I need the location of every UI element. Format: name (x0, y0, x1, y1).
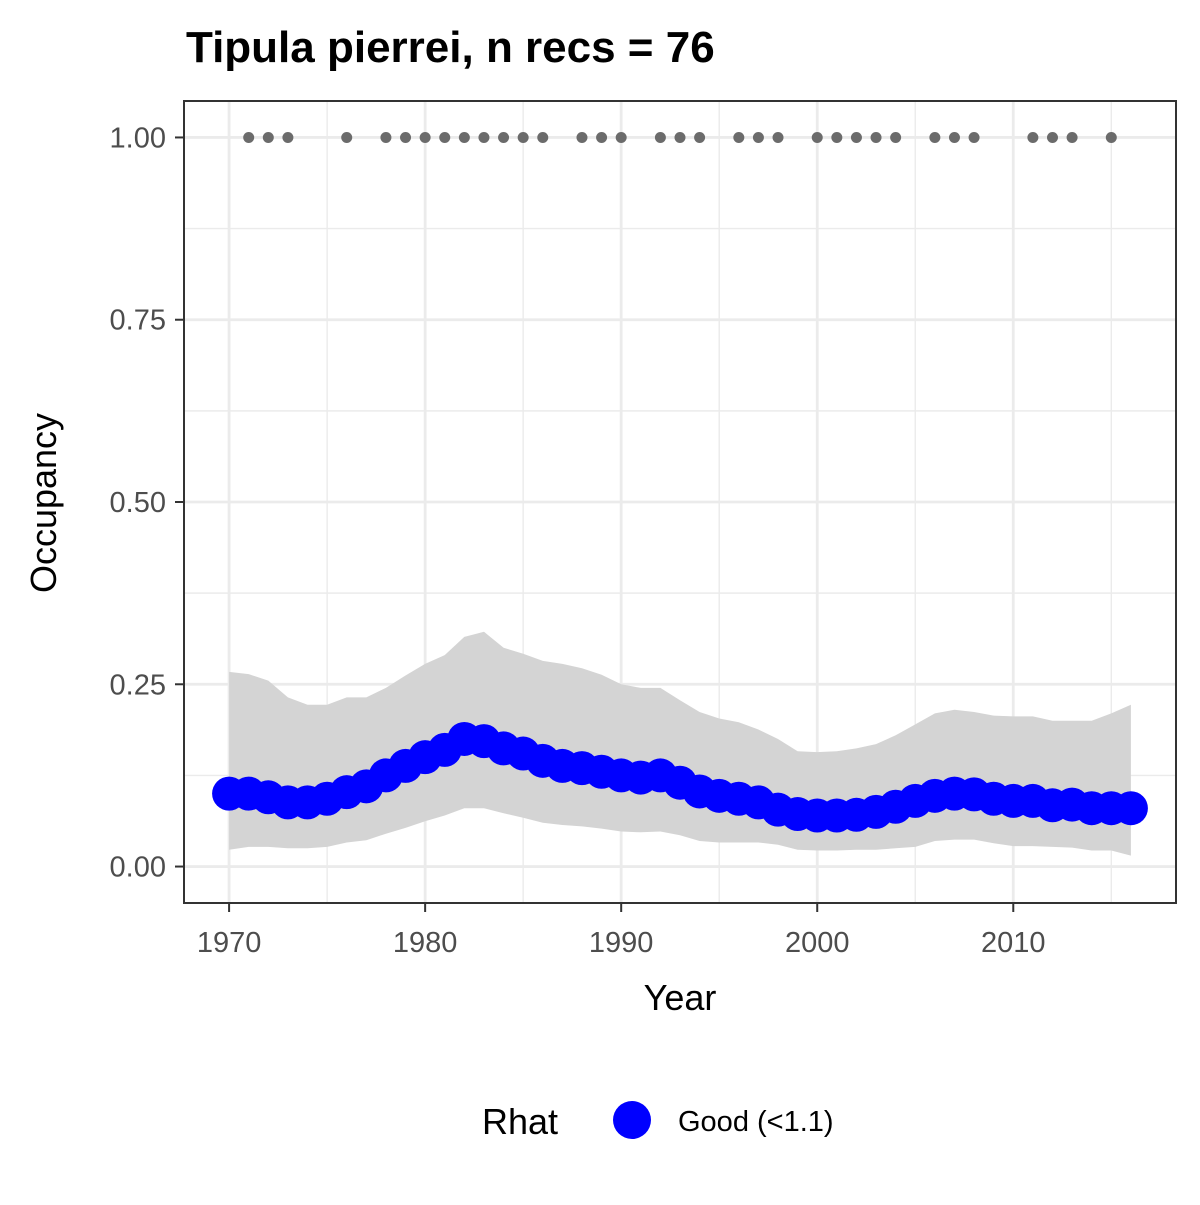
record-point (400, 131, 412, 143)
record-point (890, 131, 902, 143)
record-point (537, 131, 549, 143)
x-axis: 1970 1980 1990 2000 2010 (197, 903, 1046, 959)
record-point (1066, 131, 1078, 143)
occupancy-points (212, 721, 1148, 833)
record-point (968, 131, 980, 143)
x-axis-label: Year (644, 977, 717, 1018)
record-point (654, 131, 666, 143)
record-point (1046, 131, 1058, 143)
record-point (674, 131, 686, 143)
record-point (831, 131, 843, 143)
record-points (243, 131, 1117, 143)
record-point (870, 131, 882, 143)
chart-title: Tipula pierrei, n recs = 76 (186, 23, 715, 72)
record-point (439, 131, 451, 143)
record-point (752, 131, 764, 143)
record-point (478, 131, 490, 143)
legend-key-good (613, 1101, 651, 1139)
record-point (243, 131, 255, 143)
record-point (850, 131, 862, 143)
record-point (380, 131, 392, 143)
record-point (282, 131, 294, 143)
record-point (811, 131, 823, 143)
record-point (948, 131, 960, 143)
record-point (576, 131, 588, 143)
x-tick-label: 1980 (393, 927, 458, 959)
record-point (341, 131, 353, 143)
y-tick-label: 0.00 (110, 852, 166, 884)
record-point (1027, 131, 1039, 143)
y-axis: 0.00 0.25 0.50 0.75 1.00 (110, 122, 184, 884)
record-point (615, 131, 627, 143)
y-tick-label: 0.75 (110, 305, 166, 337)
x-tick-label: 2000 (785, 927, 850, 959)
record-point (262, 131, 274, 143)
record-point (517, 131, 529, 143)
occupancy-point (1113, 791, 1148, 826)
record-point (1105, 131, 1117, 143)
x-tick-label: 1970 (197, 927, 262, 959)
y-axis-label: Occupancy (23, 413, 64, 593)
record-point (694, 131, 706, 143)
legend-title: Rhat (482, 1101, 558, 1142)
record-point (458, 131, 470, 143)
record-point (772, 131, 784, 143)
record-point (596, 131, 608, 143)
record-point (498, 131, 510, 143)
y-tick-label: 0.25 (110, 669, 166, 701)
legend: Rhat Good (<1.1) (482, 1101, 834, 1142)
y-tick-label: 1.00 (110, 122, 166, 154)
y-tick-label: 0.50 (110, 487, 166, 519)
record-point (929, 131, 941, 143)
x-tick-label: 1990 (589, 927, 654, 959)
record-point (733, 131, 745, 143)
x-tick-label: 2010 (981, 927, 1046, 959)
record-point (419, 131, 431, 143)
legend-label-good: Good (<1.1) (678, 1106, 834, 1138)
